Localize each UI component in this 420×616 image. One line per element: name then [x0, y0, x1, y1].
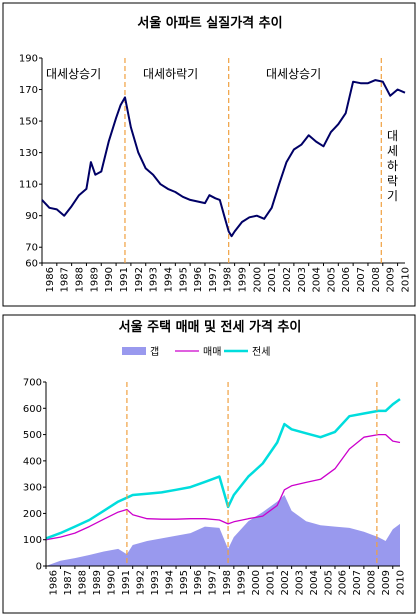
annotation-char: 락 — [387, 174, 398, 188]
y-tick-label: 500 — [23, 430, 42, 441]
x-tick-label: 1987 — [63, 570, 74, 595]
x-tick-label: 2010 — [401, 267, 412, 292]
x-tick-label: 2002 — [282, 267, 293, 292]
annotation-char: 하 — [387, 159, 398, 173]
y-tick-label: 200 — [23, 509, 42, 520]
x-tick-label: 2009 — [381, 570, 392, 595]
chart-title: 서울 주택 매매 및 전세 가격 추이 — [119, 319, 302, 335]
x-tick-label: 2006 — [341, 267, 352, 292]
x-tick-label: 2010 — [396, 570, 407, 595]
x-tick-label: 1996 — [193, 267, 204, 292]
x-tick-label: 2007 — [356, 267, 367, 292]
x-tick-label: 2003 — [294, 570, 305, 595]
y-tick-label: 130 — [19, 148, 38, 159]
x-tick-label: 2005 — [326, 267, 337, 292]
x-tick-label: 2004 — [309, 570, 320, 595]
x-tick-label: 2007 — [352, 570, 363, 595]
x-tick-label: 1990 — [104, 267, 115, 292]
x-tick-label: 1993 — [149, 267, 160, 292]
x-tick-label: 1999 — [238, 267, 249, 292]
sale-line — [45, 433, 401, 541]
x-tick-label: 2004 — [312, 267, 323, 292]
y-tick-label: 190 — [19, 54, 38, 65]
jeonse-line — [45, 398, 401, 540]
annotation-label: 대세하락기 — [143, 67, 198, 81]
y-tick-label: 600 — [23, 404, 42, 415]
x-tick-label: 1989 — [92, 570, 103, 595]
x-tick-label: 2001 — [265, 570, 276, 595]
x-tick-label: 1996 — [193, 570, 204, 595]
x-tick-label: 1993 — [150, 570, 161, 595]
annotation-label: 대세상승기 — [266, 67, 321, 81]
annotation-char: 기 — [387, 189, 398, 203]
x-tick-label: 2008 — [371, 267, 382, 292]
x-tick-label: 1986 — [49, 570, 60, 595]
x-tick-label: 2001 — [267, 267, 278, 292]
y-tick-label: 60 — [25, 259, 38, 270]
legend-label: 매매 — [203, 346, 221, 358]
x-tick-label: 2006 — [338, 570, 349, 595]
gap-area — [46, 495, 400, 566]
x-tick-label: 2008 — [367, 570, 378, 595]
x-tick-label: 2009 — [386, 267, 397, 292]
x-tick-label: 1989 — [89, 267, 100, 292]
annotation-char: 세 — [387, 144, 398, 158]
x-tick-label: 2005 — [323, 570, 334, 595]
annotation-label: 대세상승기 — [46, 67, 101, 81]
y-tick-label: 400 — [23, 456, 42, 467]
y-tick-label: 700 — [23, 378, 42, 389]
x-tick-label: 1988 — [75, 267, 86, 292]
y-tick-label: 110 — [19, 180, 38, 191]
x-tick-label: 2003 — [297, 267, 308, 292]
plot-area: 60 70 90 110 130 150 170 190 1986 1987 1988 1989 199… — [19, 54, 412, 293]
x-tick-label: 1998 — [223, 267, 234, 292]
chart-title: 서울 아파트 실질가격 추이 — [137, 15, 282, 31]
x-tick-label: 1990 — [107, 570, 118, 595]
plot-area: 0 100 200 300 400 500 600 700 1986 1987 1988 1989 19… — [23, 346, 407, 595]
chart-frame — [2, 2, 416, 307]
x-tick-label: 1994 — [163, 267, 174, 292]
x-tick-label: 1998 — [222, 570, 233, 595]
annotation-char: 대 — [387, 129, 398, 143]
x-tick-label: 1992 — [135, 570, 146, 595]
x-tick-label: 1991 — [119, 267, 130, 292]
x-tick-label: 1995 — [178, 267, 189, 292]
y-tick-label: 70 — [25, 243, 38, 254]
sale-jeonse-chart: 서울 주택 매매 및 전세 가격 추이 0 100 200 300 400 500 600 7… — [2, 314, 416, 614]
x-tick-label: 1994 — [164, 570, 175, 595]
y-tick-label: 90 — [25, 211, 38, 222]
x-tick-label: 2000 — [252, 267, 263, 292]
x-tick-label: 1999 — [237, 570, 248, 595]
x-tick-label: 1991 — [121, 570, 132, 595]
x-tick-label: 1995 — [179, 570, 190, 595]
x-tick-label: 1988 — [78, 570, 89, 595]
y-tick-label: 300 — [23, 483, 42, 494]
legend-swatch-gap — [122, 347, 146, 355]
real-price-chart: 서울 아파트 실질가격 추이 60 70 90 110 130 150 170 190 1986… — [2, 2, 416, 307]
y-tick-label: 0 — [36, 562, 42, 573]
x-tick-label: 1987 — [60, 267, 71, 292]
x-tick-label: 2002 — [280, 570, 291, 595]
legend-label: 갭 — [150, 346, 159, 358]
y-tick-label: 150 — [19, 117, 38, 128]
x-tick-label: 1992 — [134, 267, 145, 292]
x-tick-label: 1997 — [208, 570, 219, 595]
x-tick-label: 1997 — [208, 267, 219, 292]
legend-label: 전세 — [252, 346, 270, 358]
y-tick-label: 100 — [23, 535, 42, 546]
real-price-line — [41, 79, 406, 238]
chart-frame — [2, 314, 416, 614]
x-tick-label: 2000 — [251, 570, 262, 595]
y-tick-label: 170 — [19, 85, 38, 96]
x-tick-label: 1986 — [45, 267, 56, 292]
